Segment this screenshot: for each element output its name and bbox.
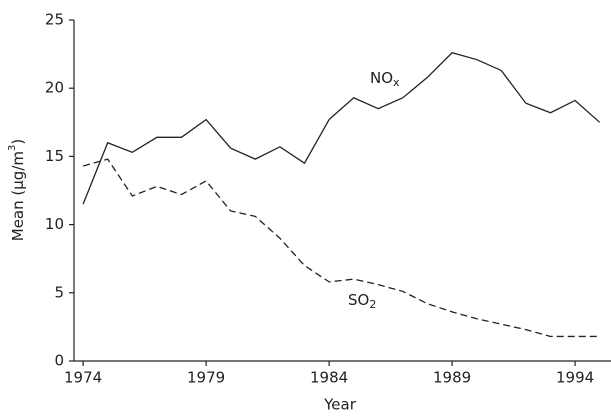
y-tick-label: 5 xyxy=(54,283,64,301)
series-label-name: SO xyxy=(348,291,369,309)
data-line xyxy=(82,158,600,338)
x-tick-label: 1974 xyxy=(64,369,102,387)
x-tick-label: 1984 xyxy=(310,369,348,387)
y-axis-label-sup: 3 xyxy=(7,145,18,151)
series-label: NOx xyxy=(370,69,400,90)
series-label: SO2 xyxy=(348,291,376,312)
data-line xyxy=(82,52,601,205)
series-label-sub: x xyxy=(393,76,400,89)
series-label-sub: 2 xyxy=(369,298,376,311)
y-tick-label: 15 xyxy=(45,147,64,165)
x-axis-label: Year xyxy=(323,396,357,414)
series-label-name: NO xyxy=(370,69,393,87)
y-axis-label: Mean (μg/m3) xyxy=(7,139,27,241)
x-tick-label: 1989 xyxy=(433,369,471,387)
y-tick-label: 20 xyxy=(45,79,64,97)
y-tick-label: 0 xyxy=(54,352,64,370)
y-tick-label: 10 xyxy=(45,215,64,233)
y-tick-label: 25 xyxy=(45,11,64,29)
x-tick-label: 1994 xyxy=(556,369,594,387)
x-tick-label: 1979 xyxy=(187,369,225,387)
y-axis-label-main: Mean (μg/m xyxy=(9,151,27,241)
y-axis-label-end: ) xyxy=(9,139,27,145)
